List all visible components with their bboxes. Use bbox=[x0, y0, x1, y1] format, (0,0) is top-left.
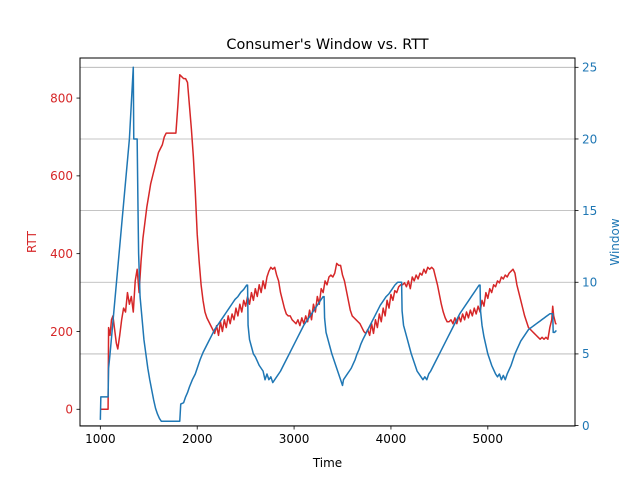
x-tick-label-3: 4000 bbox=[376, 432, 407, 446]
y-left-tick-label-0: 0 bbox=[65, 403, 73, 417]
y-left-tick-label-3: 600 bbox=[50, 169, 73, 183]
grid bbox=[80, 66, 575, 426]
series-line-rtt bbox=[100, 73, 557, 411]
y-left-tick-label-2: 400 bbox=[50, 247, 73, 261]
y-right-tick-label-0: 0 bbox=[582, 419, 590, 433]
x-tick-label-1: 2000 bbox=[182, 432, 213, 446]
x-axis-ticks: 1000 2000 3000 4000 5000 bbox=[85, 426, 503, 446]
y-right-tick-label-2: 10 bbox=[582, 276, 597, 290]
axes bbox=[79, 57, 576, 427]
y-left-tick-label-1: 200 bbox=[50, 325, 73, 339]
chart-title: Consumer's Window vs. RTT bbox=[226, 37, 428, 53]
series-line-window bbox=[99, 66, 557, 423]
y-right-tick-label-5: 25 bbox=[582, 61, 597, 75]
y-right-tick-label-3: 15 bbox=[582, 204, 597, 218]
y-right-tick-label-4: 20 bbox=[582, 132, 597, 146]
y-left-axis-ticks: 0 200 400 600 800 bbox=[50, 91, 80, 417]
x-axis-label: Time bbox=[312, 456, 342, 470]
y-right-axis-label: Window bbox=[608, 218, 622, 266]
x-tick-label-4: 5000 bbox=[473, 432, 504, 446]
x-tick-label-0: 1000 bbox=[85, 432, 116, 446]
plot-frame bbox=[79, 57, 576, 427]
y-right-axis-ticks: 0 5 10 15 20 25 bbox=[575, 61, 597, 433]
y-right-tick-label-1: 5 bbox=[582, 347, 590, 361]
series-layer bbox=[99, 66, 557, 423]
x-tick-label-2: 3000 bbox=[279, 432, 310, 446]
y-left-tick-label-4: 800 bbox=[50, 91, 73, 105]
y-left-axis-label: RTT bbox=[25, 230, 39, 253]
